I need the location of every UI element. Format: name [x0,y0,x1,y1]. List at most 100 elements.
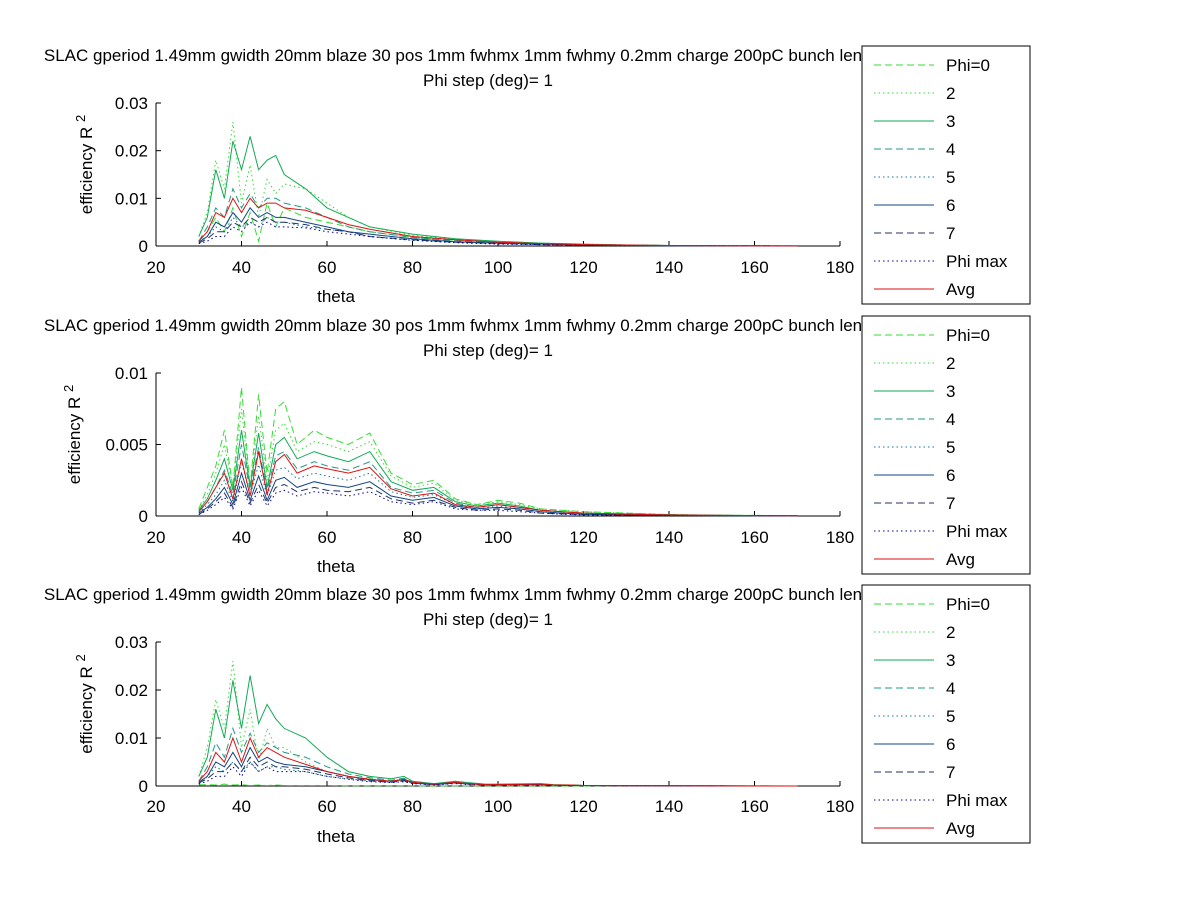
x-tick-label: 100 [484,258,512,277]
y-axis-label: efficiency R 2 [61,385,84,485]
x-tick-label: 120 [569,258,597,277]
x-tick-label: 120 [569,797,597,816]
x-tick-label: 160 [740,797,768,816]
y-axis-label-sup: 2 [73,654,88,661]
legend: Phi=0 2 3 4 5 6 7 Phi max Avg [861,45,1031,305]
y-tick-label: 0.01 [115,729,148,748]
x-tick-label: 60 [318,258,337,277]
series-line-3 [198,136,798,247]
legend-label: 4 [946,410,955,429]
x-tick-label: 180 [826,797,854,816]
legend-label: 4 [946,679,955,698]
plot-title: SLAC gperiod 1.49mm gwidth 20mm blaze 30… [44,46,932,65]
x-tick-label: 180 [826,258,854,277]
x-tick-label: 180 [826,528,854,547]
plot-subtitle: Phi step (deg)= 1 [423,71,553,90]
legend-label: 6 [946,466,955,485]
y-axis-label-sup: 2 [61,385,76,392]
series-line-4 [198,187,798,247]
x-tick-label: 140 [655,797,683,816]
legend-label: 3 [946,651,955,670]
y-tick-label: 0.01 [115,364,148,383]
legend-label: 2 [946,84,955,103]
y-tick-label: 0.02 [115,681,148,700]
legend-label: 7 [946,763,955,782]
y-tick-label: 0 [139,507,148,526]
x-tick-label: 40 [232,797,251,816]
subplot-3: SLAC gperiod 1.49mm gwidth 20mm blaze 30… [44,584,1031,846]
y-axis-label: efficiency R 2 [73,654,96,754]
legend-label: 4 [946,140,955,159]
legend: Phi=0 2 3 4 5 6 7 Phi max Avg [861,584,1031,844]
series-line-phi-0 [198,201,798,247]
x-tick-label: 160 [740,258,768,277]
plot-title: SLAC gperiod 1.49mm gwidth 20mm blaze 30… [44,585,932,604]
legend-label: 5 [946,438,955,457]
legend-label: Phi=0 [946,595,990,614]
x-axis-label: theta [317,557,355,576]
series-line-avg [198,197,798,247]
y-tick-label: 0.005 [105,436,148,455]
legend-label: 6 [946,735,955,754]
legend-label: Avg [946,550,975,569]
series-line-phi-max [198,486,798,517]
series-line-phi-0 [198,387,798,517]
y-tick-label: 0.03 [115,94,148,113]
legend-label: Avg [946,280,975,299]
x-tick-label: 20 [147,258,166,277]
x-tick-label: 140 [655,258,683,277]
x-tick-label: 100 [484,797,512,816]
x-axis-label: theta [317,287,355,306]
legend-label: Phi=0 [946,326,990,345]
legend-label: 7 [946,224,955,243]
y-axis-label-sup: 2 [73,115,88,122]
x-tick-label: 160 [740,528,768,547]
series-line-4 [198,444,798,517]
y-axis-label: efficiency R 2 [73,115,96,215]
series-line-3 [198,430,798,517]
y-tick-label: 0 [139,237,148,256]
legend-label: Phi max [946,252,1008,271]
legend-label: Avg [946,819,975,838]
x-tick-label: 60 [318,528,337,547]
legend-label: Phi max [946,791,1008,810]
subplot-2: SLAC gperiod 1.49mm gwidth 20mm blaze 30… [44,315,1031,576]
y-tick-label: 0.01 [115,189,148,208]
subplot-1: SLAC gperiod 1.49mm gwidth 20mm blaze 30… [44,45,1031,306]
legend-box [861,45,1031,305]
series-line-2 [198,122,798,247]
legend-label: 5 [946,168,955,187]
x-tick-label: 40 [232,528,251,547]
x-tick-label: 60 [318,797,337,816]
legend-label: 5 [946,707,955,726]
series-line-3 [198,675,798,787]
legend-label: 3 [946,382,955,401]
x-tick-label: 20 [147,797,166,816]
x-tick-label: 80 [403,528,422,547]
x-tick-label: 80 [403,258,422,277]
legend-label: 2 [946,354,955,373]
x-tick-label: 20 [147,528,166,547]
legend-label: 7 [946,494,955,513]
legend-box [861,584,1031,844]
x-tick-label: 120 [569,528,597,547]
series-line-6 [198,471,798,517]
series-line-2 [198,408,798,517]
legend-label: 6 [946,196,955,215]
x-tick-label: 140 [655,528,683,547]
legend-label: 3 [946,112,955,131]
series-line-4 [198,726,798,787]
x-tick-label: 100 [484,528,512,547]
legend-label: 2 [946,623,955,642]
x-axis-label: theta [317,827,355,846]
legend-label: Phi=0 [946,56,990,75]
series-line-2 [198,661,798,787]
y-tick-label: 0 [139,777,148,796]
x-tick-label: 80 [403,797,422,816]
x-tick-label: 40 [232,258,251,277]
legend-box [861,315,1031,575]
plot-subtitle: Phi step (deg)= 1 [423,610,553,629]
legend-label: Phi max [946,522,1008,541]
plot-subtitle: Phi step (deg)= 1 [423,341,553,360]
